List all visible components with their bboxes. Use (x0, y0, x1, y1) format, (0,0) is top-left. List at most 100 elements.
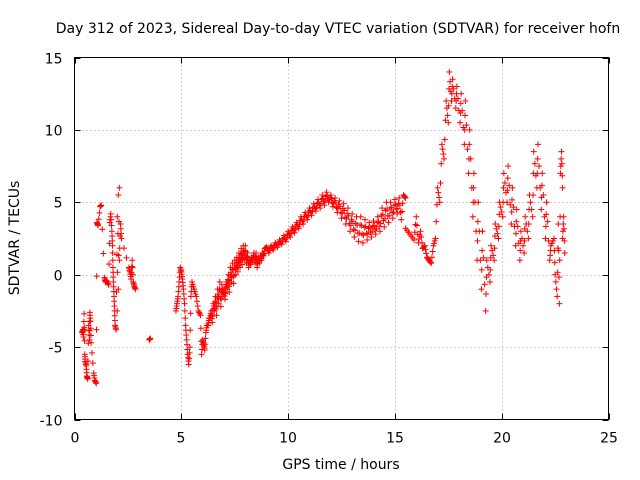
data-point (222, 284, 229, 291)
data-point (389, 215, 396, 222)
data-point (391, 196, 398, 203)
data-point (544, 218, 551, 225)
data-point (242, 242, 249, 249)
data-point (480, 254, 487, 261)
data-point (321, 202, 328, 209)
data-point (423, 250, 430, 257)
data-point (213, 312, 220, 319)
data-point (439, 146, 446, 153)
data-point (132, 286, 139, 293)
data-point (521, 237, 528, 244)
data-point (418, 239, 425, 246)
data-point (440, 151, 447, 158)
data-point (477, 257, 484, 264)
data-point (147, 335, 154, 342)
data-point (196, 310, 203, 317)
data-point (197, 312, 204, 319)
data-point (507, 201, 514, 208)
data-point (485, 271, 492, 278)
data-point (491, 245, 498, 252)
data-point (390, 208, 397, 215)
data-point (379, 211, 386, 218)
data-point (446, 68, 453, 75)
data-point (391, 202, 398, 209)
data-point (421, 243, 428, 250)
data-point (487, 266, 494, 273)
data-point (538, 206, 545, 213)
data-point (344, 205, 351, 212)
data-point (466, 126, 473, 133)
data-point (89, 349, 96, 356)
data-point (482, 307, 489, 314)
data-point (561, 249, 568, 256)
data-point (513, 206, 520, 213)
data-point (103, 277, 110, 284)
data-point (399, 208, 406, 215)
data-point (517, 247, 524, 254)
data-point (234, 268, 241, 275)
data-point (291, 229, 298, 236)
data-point (497, 204, 504, 211)
data-point (504, 199, 511, 206)
data-point (100, 250, 107, 257)
data-point (217, 303, 224, 310)
y-tick-label: -10 (40, 414, 63, 430)
data-point (525, 221, 532, 228)
data-point (114, 213, 121, 220)
data-point (561, 225, 567, 232)
x-tick-label: 15 (386, 431, 404, 447)
data-point (498, 208, 505, 215)
ticks (74, 57, 610, 421)
data-point (491, 257, 498, 264)
data-point (554, 269, 561, 276)
data-point (347, 222, 354, 229)
data-point (552, 278, 559, 285)
data-point (129, 257, 136, 264)
data-point (107, 210, 114, 217)
data-point (283, 235, 290, 242)
data-point (187, 327, 194, 334)
data-point (520, 242, 527, 249)
data-point (181, 300, 188, 307)
data-point (421, 242, 428, 249)
data-point (445, 102, 452, 109)
data-point (336, 197, 343, 204)
data-point (337, 209, 344, 216)
data-point (470, 184, 477, 191)
data-point (551, 259, 558, 266)
data-point (427, 259, 434, 266)
data-point (513, 218, 520, 225)
data-point (449, 76, 456, 83)
data-point (87, 318, 94, 325)
data-point (389, 209, 396, 216)
data-point (559, 184, 566, 191)
data-point (494, 230, 501, 237)
data-point (114, 307, 121, 314)
data-point (479, 247, 486, 254)
data-point (428, 254, 435, 261)
plot-frame (74, 57, 609, 420)
data-point (376, 228, 383, 235)
data-point (542, 235, 549, 242)
data-point (412, 221, 419, 228)
data-point (417, 228, 424, 235)
data-point (512, 242, 519, 249)
data-point (527, 199, 534, 206)
data-point (413, 213, 420, 220)
y-tick-label: 10 (45, 124, 63, 140)
data-point (508, 208, 515, 215)
data-point (304, 216, 311, 223)
data-point (530, 192, 537, 199)
data-point (81, 310, 88, 317)
data-point (381, 223, 388, 230)
data-point (561, 237, 568, 244)
data-point (104, 280, 111, 287)
data-point (469, 213, 476, 220)
data-point (542, 223, 549, 230)
data-point (422, 246, 429, 253)
data-point (365, 225, 372, 232)
y-tick-label: 0 (54, 269, 63, 285)
data-point (349, 210, 356, 217)
data-point (509, 196, 516, 203)
